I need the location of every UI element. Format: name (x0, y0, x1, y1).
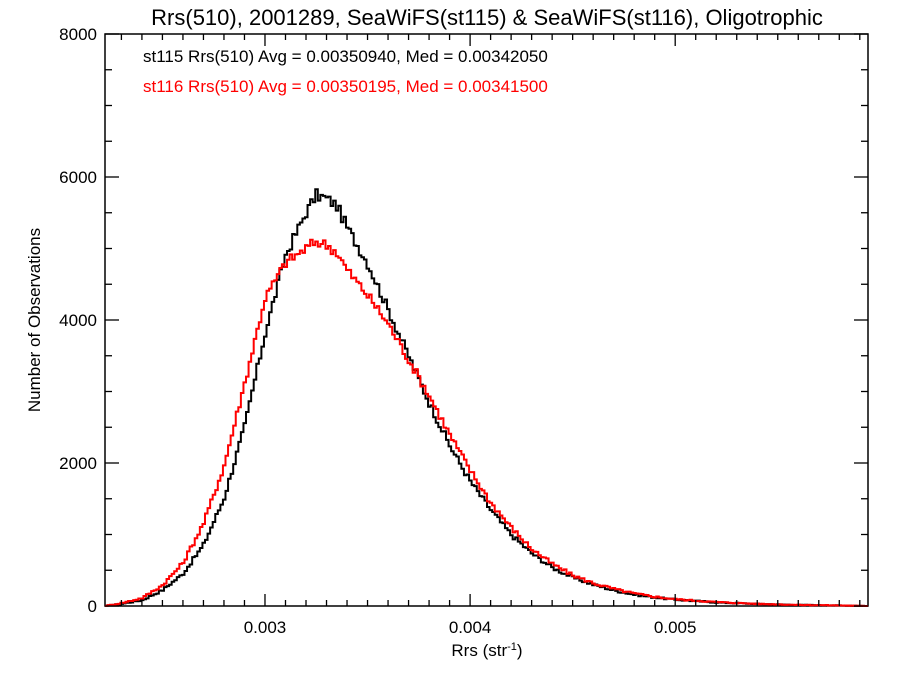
x-axis-label-base: Rrs (str (451, 641, 507, 660)
x-tick-label: 0.005 (654, 618, 697, 637)
y-tick-label: 8000 (59, 25, 97, 44)
y-tick-label: 4000 (59, 311, 97, 330)
y-tick-label: 6000 (59, 168, 97, 187)
y-tick-label: 0 (88, 597, 97, 616)
x-axis-label-sup: -1 (507, 641, 517, 653)
annotation-st116: st116 Rrs(510) Avg = 0.00350195, Med = 0… (143, 77, 548, 96)
x-tick-label: 0.004 (449, 618, 492, 637)
annotation-st115: st115 Rrs(510) Avg = 0.00350940, Med = 0… (143, 47, 548, 66)
chart-title: Rrs(510), 2001289, SeaWiFS(st115) & SeaW… (151, 5, 823, 30)
x-axis-label-close: ) (517, 641, 523, 660)
series-st116-line (105, 238, 868, 607)
x-tick-label: 0.003 (244, 618, 287, 637)
series-st115-line (105, 188, 868, 607)
series-layer (105, 188, 868, 607)
x-axis-label: Rrs (str-1) (451, 641, 522, 660)
y-axis-label: Number of Observations (25, 228, 44, 412)
y-tick-label: 2000 (59, 454, 97, 473)
tick-layer: 0.003 0.004 0.005 0 2000 4000 6000 8000 (59, 25, 868, 637)
plot-frame (104, 33, 869, 607)
